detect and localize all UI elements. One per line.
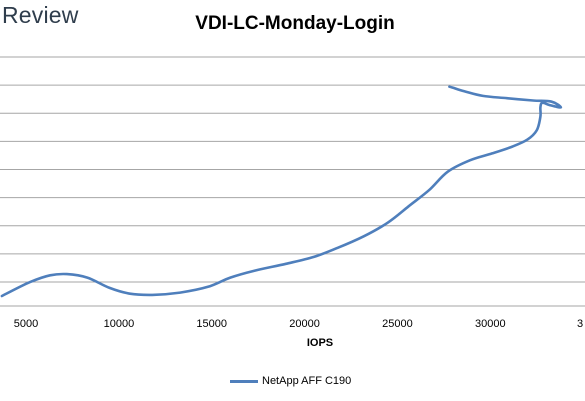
x-axis: 5000 10000 15000 20000 25000 30000 3	[0, 305, 585, 330]
x-axis-label: IOPS	[306, 337, 334, 349]
series-line	[0, 85, 563, 298]
x-tick-label: 30000	[475, 318, 506, 330]
legend: NetApp AFF C190	[230, 374, 351, 388]
x-tick-label: 10000	[104, 318, 135, 330]
chart-title: VDI-LC-Monday-Login	[195, 13, 395, 34]
legend-label: NetApp AFF C190	[262, 375, 352, 387]
legend-swatch	[230, 379, 258, 383]
x-tick-label: 25000	[382, 318, 413, 330]
x-tick-label: 3	[577, 318, 583, 330]
gridlines	[0, 56, 585, 283]
brand-logo-text: Review	[2, 2, 79, 28]
x-tick-label: 20000	[289, 318, 320, 330]
x-tick-label: 15000	[196, 318, 227, 330]
x-tick-label: 5000	[14, 318, 38, 330]
series-layer	[0, 85, 563, 298]
